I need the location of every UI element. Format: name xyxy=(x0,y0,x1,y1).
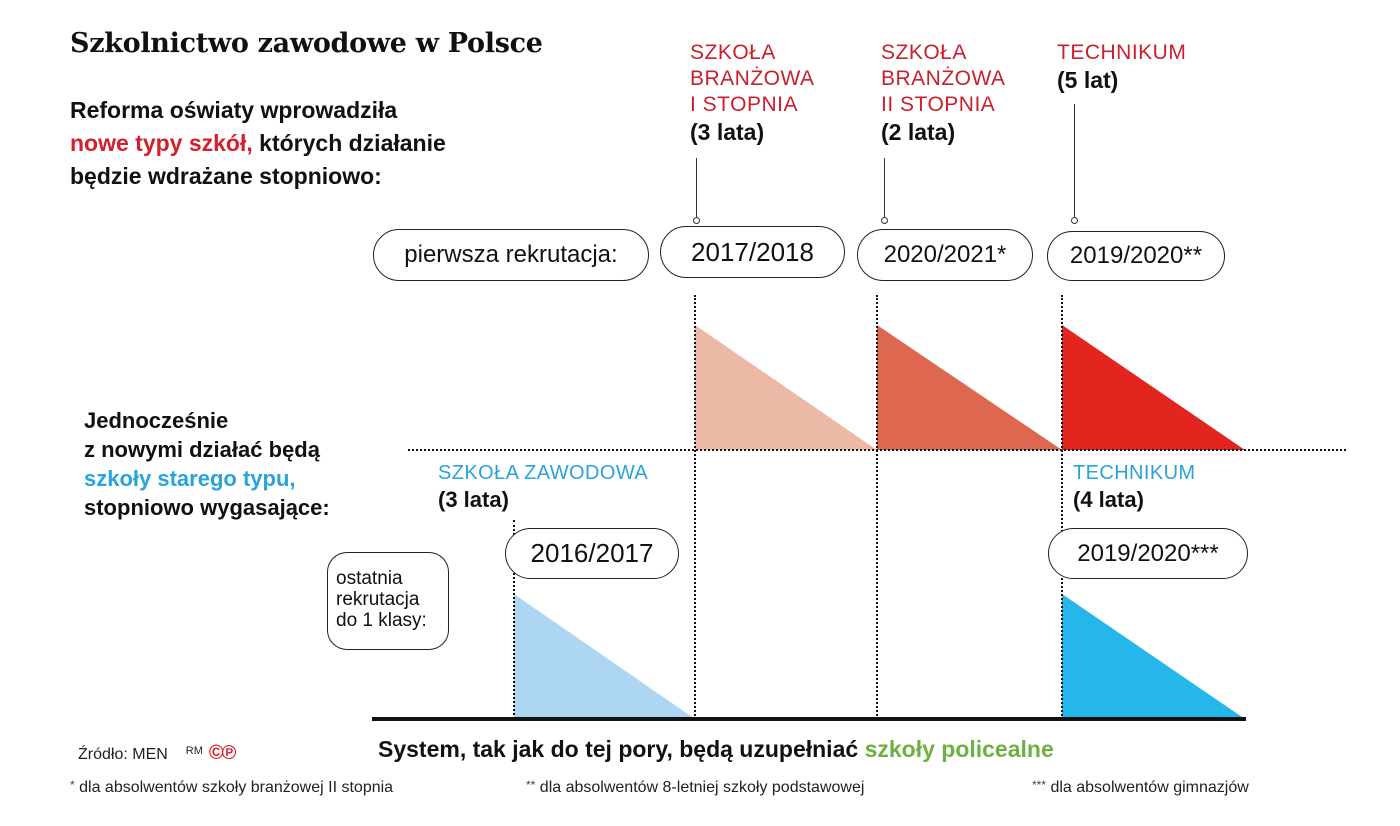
old-school-header-technikum: TECHNIKUM (4 lata) xyxy=(1073,462,1196,513)
old-intro-line-1: Jednocześnie xyxy=(84,408,229,433)
footnote-2: ** dla absolwentów 8-letniej szkoły pods… xyxy=(526,778,864,797)
intro-line-2: nowe typy szkół, których działanie xyxy=(70,127,446,160)
label-line: ostatnia xyxy=(336,568,403,589)
first-recruitment-branzowa-1: 2017/2018 xyxy=(660,226,845,278)
page-title: Szkolnictwo zawodowe w Polsce xyxy=(70,28,543,59)
timeline-baseline xyxy=(372,717,1246,721)
school-duration: (2 lata) xyxy=(881,119,956,145)
footnote-1: * dla absolwentów szkoły branżowej II st… xyxy=(70,778,393,797)
triangle-szkola-zawodowa xyxy=(514,594,695,719)
last-recruitment-zawodowa: 2016/2017 xyxy=(505,528,679,579)
school-duration: (5 lat) xyxy=(1057,67,1119,93)
footnote-star: ** xyxy=(526,778,536,792)
triangle-technikum-new xyxy=(1062,325,1245,450)
old-school-header-zawodowa: SZKOŁA ZAWODOWA (3 lata) xyxy=(438,462,648,513)
leader-dot xyxy=(1071,217,1078,224)
triangle-branzowa-2 xyxy=(877,325,1062,450)
system-note-text: System, tak jak do tej pory, będą uzupeł… xyxy=(378,736,865,762)
old-schools-intro: Jednocześnie z nowymi działać będą szkoł… xyxy=(84,406,330,522)
intro-line-2-rest: których działanie xyxy=(252,130,446,156)
old-intro-highlight: szkoły starego typu, xyxy=(84,466,296,491)
new-school-header-technikum: TECHNIKUM (5 lat) xyxy=(1057,40,1186,94)
first-recruitment-technikum: 2019/2020** xyxy=(1047,231,1225,281)
intro-highlight-new-schools: nowe typy szkół, xyxy=(70,130,253,156)
intro-line-1: Reforma oświaty wprowadziła xyxy=(70,97,398,123)
copyright-icon: ©℗ xyxy=(208,742,237,764)
new-school-header-branzowa-1: SZKOŁA BRANŻOWA I STOPNIA (3 lata) xyxy=(690,40,815,146)
dotted-guide-2016 xyxy=(513,520,515,719)
old-intro-line-2: z nowymi działać będą xyxy=(84,437,320,462)
system-note-highlight: szkoły policealne xyxy=(864,736,1054,762)
school-name-line: BRANŻOWA xyxy=(881,67,1006,90)
triangle-branzowa-1 xyxy=(695,325,877,450)
school-name-line: II STOPNIA xyxy=(881,93,996,116)
first-recruitment-label: pierwsza rekrutacja: xyxy=(373,229,649,281)
source-credit: Źródło: MEN RM ©℗ xyxy=(78,742,237,765)
leader-line xyxy=(696,158,697,218)
footnote-3: *** dla absolwentów gimnazjów xyxy=(1032,778,1249,797)
last-recruitment-technikum: 2019/2020*** xyxy=(1048,528,1248,579)
last-recruitment-label: ostatnia rekrutacja do 1 klasy: xyxy=(327,552,449,650)
school-name-line: SZKOŁA xyxy=(881,41,967,64)
dotted-divider xyxy=(408,449,1346,451)
leader-line xyxy=(1074,104,1075,218)
footnote-text: dla absolwentów gimnazjów xyxy=(1046,779,1249,796)
dotted-guide-2019 xyxy=(1061,295,1063,719)
dotted-guide-2020 xyxy=(876,295,878,719)
system-note: System, tak jak do tej pory, będą uzupeł… xyxy=(378,736,1054,763)
school-duration: (3 lata) xyxy=(690,119,765,145)
footnote-star: * xyxy=(70,778,75,792)
label-line: do 1 klasy: xyxy=(336,610,427,631)
author-initials: RM xyxy=(185,745,203,757)
intro-text: Reforma oświaty wprowadziła nowe typy sz… xyxy=(70,94,446,193)
first-recruitment-branzowa-2: 2020/2021* xyxy=(857,229,1033,281)
triangle-technikum-old xyxy=(1062,594,1245,719)
school-name: TECHNIKUM xyxy=(1073,462,1196,484)
school-name-line: TECHNIKUM xyxy=(1057,41,1187,64)
school-duration: (4 lata) xyxy=(1073,487,1144,512)
old-intro-line-4: stopniowo wygasające: xyxy=(84,495,330,520)
label-line: rekrutacja xyxy=(336,589,420,610)
dotted-guide-2017 xyxy=(694,295,696,719)
leader-dot xyxy=(881,217,888,224)
intro-line-3: będzie wdrażane stopniowo: xyxy=(70,163,382,189)
footnote-text: dla absolwentów 8-letniej szkoły podstaw… xyxy=(535,779,865,796)
footnote-star: *** xyxy=(1032,778,1047,792)
leader-dot xyxy=(693,217,700,224)
school-name-line: BRANŻOWA xyxy=(690,67,815,90)
footnote-text: dla absolwentów szkoły branżowej II stop… xyxy=(74,779,394,796)
school-name: SZKOŁA ZAWODOWA xyxy=(438,462,649,484)
leader-line xyxy=(884,158,885,218)
source-label: Źródło: MEN xyxy=(78,746,168,763)
school-name-line: I STOPNIA xyxy=(690,93,798,116)
school-name-line: SZKOŁA xyxy=(690,41,776,64)
new-school-header-branzowa-2: SZKOŁA BRANŻOWA II STOPNIA (2 lata) xyxy=(881,40,1006,146)
school-duration: (3 lata) xyxy=(438,487,509,512)
